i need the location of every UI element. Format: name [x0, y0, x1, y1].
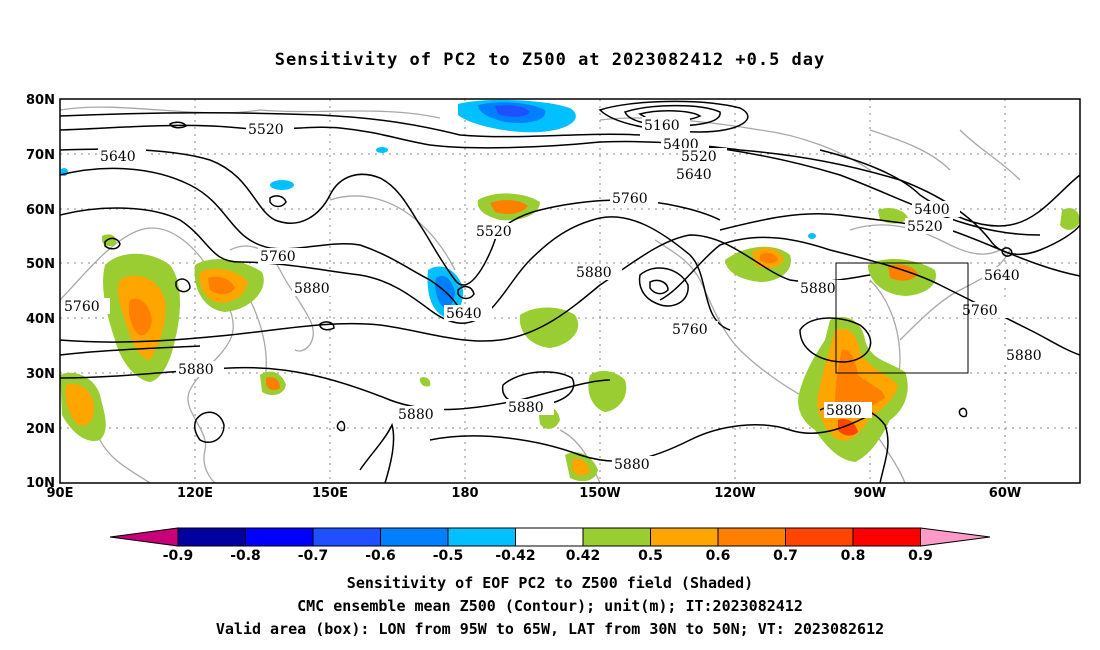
colorbar-segment	[177, 527, 246, 547]
longitude-axis: 90E 120E 150E 180 150W 120W 90W 60W	[47, 486, 1022, 501]
contour-label: 5760	[260, 249, 296, 265]
contour-label: 5520	[248, 122, 284, 138]
contour-label: 5880	[508, 400, 544, 416]
figure-title: Sensitivity of PC2 to Z500 at 2023082412…	[274, 50, 826, 70]
colorbar-right-arrow	[920, 527, 991, 547]
contour-label: 5880	[614, 457, 650, 473]
lon-label: 60W	[989, 486, 1021, 501]
contour-label: 5880	[1006, 348, 1042, 364]
lon-label: 180	[451, 486, 478, 501]
contour-label: 5160	[644, 118, 680, 134]
lat-label: 80N	[26, 93, 55, 108]
footer-line-contour: CMC ensemble mean Z500 (Contour); unit(m…	[297, 597, 803, 615]
colorbar	[109, 527, 991, 547]
valid-area-box	[835, 262, 969, 374]
contour-label: 5880	[294, 281, 330, 297]
lat-label: 20N	[26, 422, 55, 437]
lon-label: 150E	[312, 486, 348, 501]
lon-label: 120W	[714, 486, 755, 501]
contour-label: 5520	[476, 224, 512, 240]
colorbar-label: 0.42	[566, 548, 601, 564]
contour-label: 5760	[962, 303, 998, 319]
colorbar-label: -0.8	[230, 548, 261, 564]
contour-label: 5400	[914, 202, 950, 218]
colorbar-label: -0.9	[163, 548, 194, 564]
lat-label: 40N	[26, 312, 55, 327]
contour-labels: 5520 5640 5160 5400 5520 5640 5760 5520 …	[62, 117, 1052, 473]
colorbar-segment	[852, 527, 921, 547]
contour-label: 5760	[612, 191, 648, 207]
contour-label: 5640	[984, 268, 1020, 284]
contour-label: 5520	[681, 149, 717, 165]
lat-label: 30N	[26, 367, 55, 382]
lon-label: 90E	[47, 486, 74, 501]
latitude-axis: 80N 70N 60N 50N 40N 30N 20N 10N	[26, 93, 55, 491]
colorbar-segment	[582, 527, 651, 547]
colorbar-label: 0.7	[773, 548, 798, 564]
colorbar-label: 0.8	[841, 548, 866, 564]
colorbar-label: -0.6	[365, 548, 396, 564]
contour-label: 5880	[398, 407, 434, 423]
contour-label: 5760	[672, 322, 708, 338]
colorbar-segment	[717, 527, 786, 547]
colorbar-segment	[785, 527, 854, 547]
colorbar-segment	[447, 527, 516, 547]
contour-label: 5640	[446, 306, 482, 322]
colorbar-segment	[312, 527, 381, 547]
lon-label: 90W	[854, 486, 886, 501]
contour-label: 5760	[64, 299, 100, 315]
colorbar-left-arrow	[109, 527, 179, 547]
footer-line-valid-area: Valid area (box): LON from 95W to 65W, L…	[215, 620, 885, 638]
contour-label: 5880	[800, 281, 836, 297]
lon-label: 150W	[579, 486, 620, 501]
contour-label: 5520	[907, 219, 943, 235]
contour-label: 5640	[100, 149, 136, 165]
lat-label: 70N	[26, 148, 55, 163]
colorbar-segment	[245, 527, 314, 547]
colorbar-label: 0.6	[706, 548, 731, 564]
lon-label: 120E	[177, 486, 213, 501]
colorbar-label: -0.42	[495, 548, 535, 564]
colorbar-label: -0.7	[298, 548, 329, 564]
colorbar-label: 0.9	[908, 548, 933, 564]
colorbar-label: -0.5	[433, 548, 464, 564]
colorbar-labels: -0.9 -0.8 -0.7 -0.6 -0.5 -0.42 0.42 0.5 …	[163, 548, 933, 564]
lat-label: 50N	[26, 257, 55, 272]
contour-label: 5880	[576, 265, 612, 281]
contour-label: 5880	[826, 403, 862, 419]
lat-label: 60N	[26, 203, 55, 218]
positive-sensitivity-areas	[60, 193, 1080, 482]
lat-label: 10N	[26, 476, 55, 491]
contour-label: 5880	[178, 362, 214, 378]
colorbar-segment	[380, 527, 449, 547]
contour-label: 5640	[676, 167, 712, 183]
map-frame	[59, 98, 1081, 484]
colorbar-segment	[515, 527, 584, 547]
colorbar-segment	[650, 527, 719, 547]
colorbar-label: 0.5	[638, 548, 663, 564]
footer-line-shading: Sensitivity of EOF PC2 to Z500 field (Sh…	[346, 574, 754, 592]
